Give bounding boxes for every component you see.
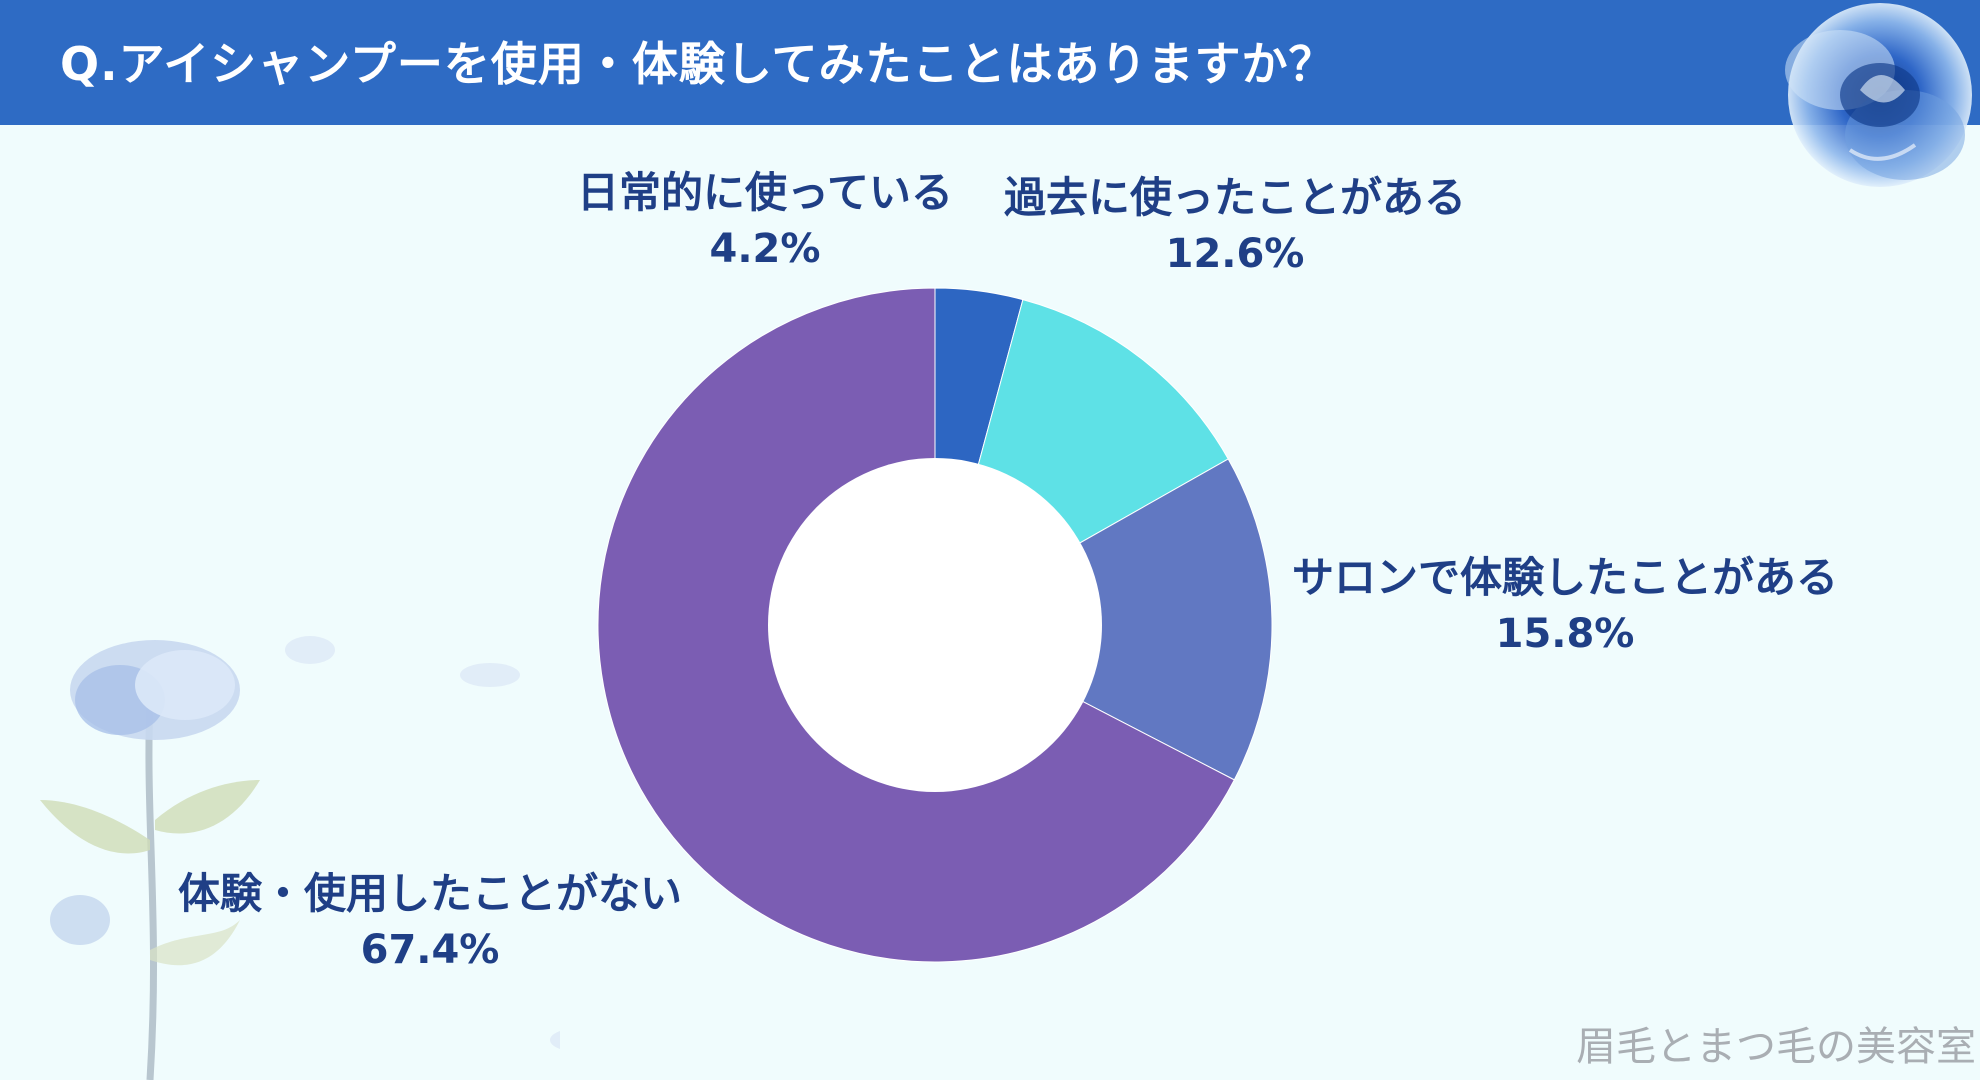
watermark: 眉毛とまつ毛の美容室 [1576, 1024, 1976, 1070]
slice-label-never-name: 体験・使用したことがない [177, 869, 682, 918]
slice-label-salon: サロンで体験したことがある 15.8% [1275, 550, 1855, 661]
chart-title: Q.アイシャンプーを使用・体験してみたことはありますか？ [60, 37, 1336, 91]
slice-label-daily: 日常的に使っている 4.2% [565, 165, 965, 276]
slice-label-salon-name: サロンで体験したことがある [1291, 553, 1838, 602]
slice-label-daily-name: 日常的に使っている [577, 168, 953, 217]
slice-salon [933, 458, 1273, 781]
slice-label-salon-value: 15.8% [1495, 610, 1635, 657]
blue-rose-icon [1785, 3, 1972, 187]
slice-label-past: 過去に使ったことがある 12.6% [985, 170, 1485, 281]
donut-hole [768, 458, 1102, 792]
slice-label-daily-value: 4.2% [709, 225, 821, 272]
title-bar: Q.アイシャンプーを使用・体験してみたことはありますか？ [0, 0, 1980, 125]
slice-label-past-name: 過去に使ったことがある [1003, 173, 1466, 222]
blue-flower-stem-icon [40, 636, 560, 1080]
slice-label-past-value: 12.6% [1165, 230, 1305, 277]
slice-label-never: 体験・使用したことがない 67.4% [150, 866, 710, 977]
slice-label-never-value: 67.4% [360, 926, 500, 973]
